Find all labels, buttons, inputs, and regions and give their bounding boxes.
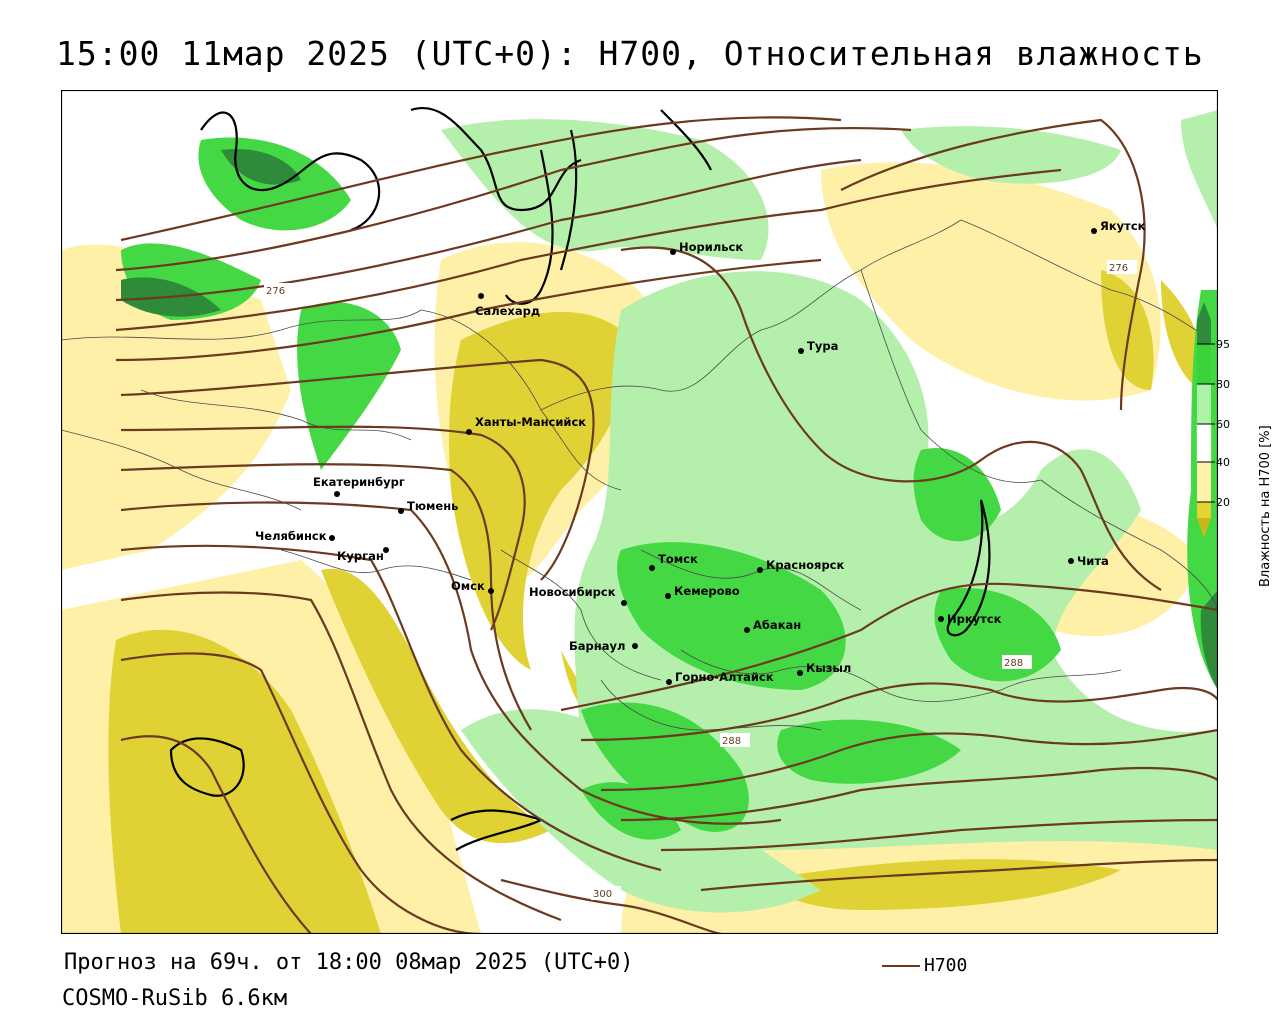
contour-label: 300 [593,889,612,900]
svg-text:Тюмень: Тюмень [407,499,458,513]
model-info: COSMO-RuSib 6.6км [62,986,288,1011]
legend-tick: 40 [1216,456,1230,469]
forecast-info: Прогноз на 69ч. от 18:00 08мар 2025 (UTC… [64,950,634,975]
contour-legend-label: H700 [924,955,968,976]
contour-label: 288 [1004,658,1023,669]
admin-borders [61,219,1218,731]
legend-band [1197,462,1211,502]
map-title: 15:00 11мар 2025 (UTC+0): H700, Относите… [56,34,1204,73]
city-norilsk: Норильск [670,240,743,255]
contour-label: 288 [722,736,741,747]
svg-text:Тура: Тура [807,339,838,353]
city-tomsk: Томск [649,552,698,571]
legend-tick: 20 [1216,496,1230,509]
svg-text:Красноярск: Красноярск [766,558,844,572]
svg-text:Екатеринбург: Екатеринбург [313,475,405,489]
city-khanty-mansiysk: Ханты-Мансийск [466,415,586,435]
map-frame [61,90,1218,934]
humidity-map: 276 276 288 288 300 Якутск Норильск Сале… [61,90,1218,934]
city-gorno-altaysk: Горно-Алтайск [666,670,774,685]
contour-label: 276 [266,286,285,297]
city-yakutsk: Якутск [1091,219,1146,234]
contour-legend: H700 [882,955,967,976]
city-kemerovo: Кемерово [665,584,740,599]
svg-text:Норильск: Норильск [679,240,743,254]
city-yekaterinburg: Екатеринбург [313,475,405,497]
city-krasnoyarsk: Красноярск [757,558,844,573]
legend-band [1197,502,1211,518]
legend-band [1197,384,1211,424]
svg-text:Курган: Курган [337,549,384,563]
svg-text:Томск: Томск [658,552,698,566]
city-salekhard: Салехард [475,293,540,318]
city-tura: Тура [798,339,838,354]
svg-text:Ханты-Мансийск: Ханты-Мансийск [475,415,586,429]
legend-band [1197,320,1211,344]
city-kyzyl: Кызыл [797,661,851,676]
legend-arrow-top [1197,302,1211,320]
contour-labels: 276 276 288 288 300 [264,260,1137,900]
city-chita: Чита [1068,554,1109,568]
legend-tick: 60 [1216,418,1230,431]
h700-contours [115,116,1218,934]
contour-legend-line [882,964,920,967]
city-barnaul: Барнаул [569,639,638,653]
svg-text:Кемерово: Кемерово [674,584,740,598]
svg-text:Челябинск: Челябинск [255,529,327,543]
city-kurgan: Курган [337,547,389,563]
city-abakan: Абакан [744,618,801,633]
svg-text:Барнаул: Барнаул [569,639,625,653]
city-omsk: Омск [451,579,494,594]
svg-text:Кызыл: Кызыл [806,661,851,675]
legend-title: Влажность на H700 [%] [1258,425,1273,587]
city-chelyabinsk: Челябинск [255,529,335,543]
svg-text:Абакан: Абакан [753,618,801,632]
legend-arrow-bottom [1197,518,1211,538]
legend-tick: 80 [1216,378,1230,391]
svg-text:Иркутск: Иркутск [947,612,1002,626]
legend-band [1196,423,1212,463]
city-novosibirsk: Новосибирск [529,585,627,606]
contour-label: 276 [1109,263,1128,274]
svg-text:Салехард: Салехард [475,304,540,318]
humidity-legend: 95 80 60 40 20 [1196,300,1266,600]
svg-text:Омск: Омск [451,579,485,593]
city-tyumen: Тюмень [398,499,458,514]
cities: Якутск Норильск Салехард Тура Ханты-Манс… [255,219,1146,685]
svg-text:Якутск: Якутск [1100,219,1146,233]
city-irkutsk: Иркутск [938,612,1002,626]
svg-text:Новосибирск: Новосибирск [529,585,616,599]
legend-tick: 95 [1216,338,1230,351]
svg-text:Чита: Чита [1077,554,1109,568]
svg-text:Горно-Алтайск: Горно-Алтайск [675,670,774,684]
legend-band [1197,344,1211,384]
